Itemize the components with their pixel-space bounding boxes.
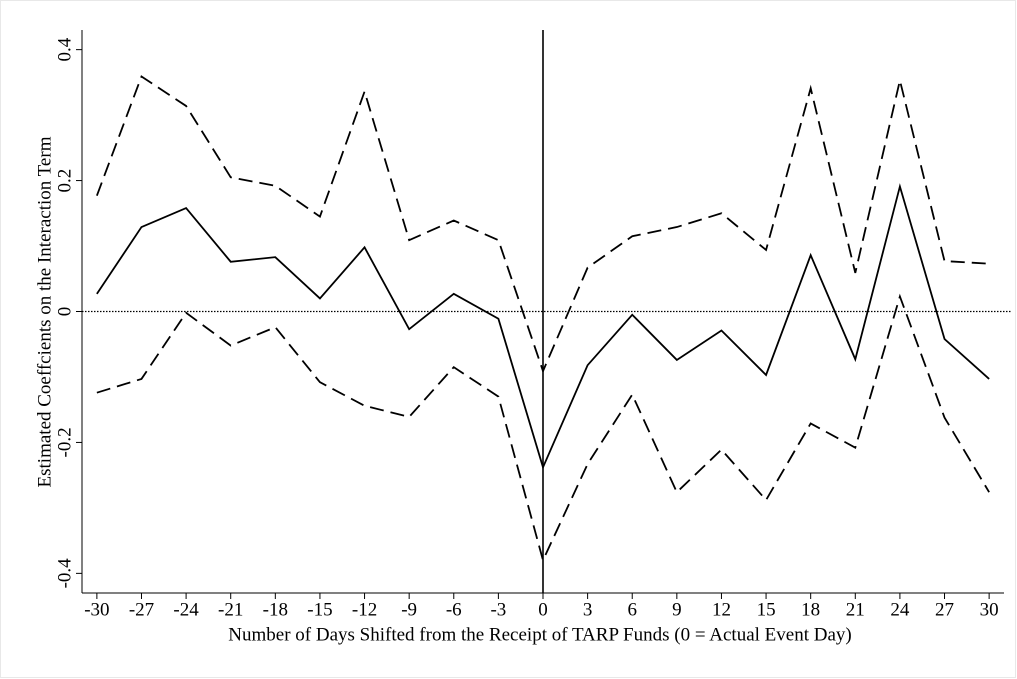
- band-line: [96, 293, 990, 563]
- x-tick-label: -12: [352, 599, 377, 620]
- y-tick-label: -0.2: [54, 427, 75, 457]
- x-tick-label: -30: [84, 599, 109, 620]
- x-tick-label: -18: [263, 599, 288, 620]
- x-tick-label: 30: [980, 599, 999, 620]
- y-tick-label: 0.4: [54, 37, 75, 61]
- y-tick-label: -0.4: [54, 558, 75, 589]
- x-tick-label: -6: [446, 599, 462, 620]
- x-tick-label: -21: [218, 599, 243, 620]
- x-tick-label: 21: [846, 599, 865, 620]
- x-tick-label: 12: [712, 599, 731, 620]
- x-tick-label: -15: [307, 599, 332, 620]
- x-tick-label: 6: [627, 599, 637, 620]
- x-tick-label: -24: [173, 599, 199, 620]
- x-tick-label: -9: [401, 599, 417, 620]
- band-line: [96, 75, 990, 374]
- x-tick-label: 3: [583, 599, 593, 620]
- x-tick-label: 18: [801, 599, 820, 620]
- y-tick-label: 0: [54, 307, 75, 317]
- x-tick-label: 27: [935, 599, 954, 620]
- coefficient-line: [96, 183, 990, 470]
- x-tick-label: 0: [538, 599, 548, 620]
- x-tick-label: 15: [757, 599, 776, 620]
- x-axis-label: Number of Days Shifted from the Receipt …: [228, 624, 851, 645]
- y-tick-label: 0.2: [54, 169, 75, 193]
- x-tick-label: -3: [490, 599, 506, 620]
- y-axis-label: Estimated Coeffcients on the Interaction…: [34, 136, 55, 487]
- x-tick-label: -27: [129, 599, 154, 620]
- x-tick-label: 9: [672, 599, 682, 620]
- x-tick-label: 24: [890, 599, 910, 620]
